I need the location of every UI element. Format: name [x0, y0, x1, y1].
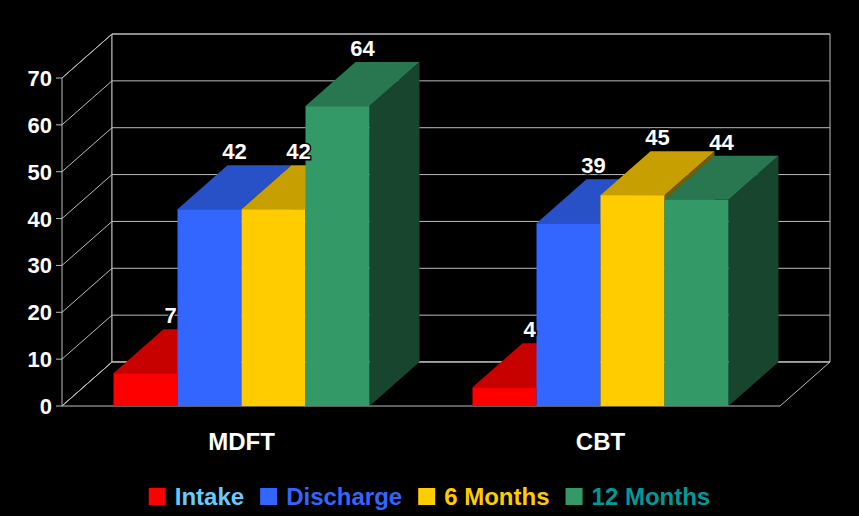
- bar-side: [729, 156, 779, 406]
- tick-label: 20: [28, 300, 52, 325]
- legend-label: Intake: [175, 483, 244, 510]
- chart-container: 0 10 20 30 40 50 60 70 7 42 42 64 4 39 45 44 MDFT CBT Inta…: [0, 0, 859, 516]
- bar-front: [473, 387, 537, 406]
- chart-svg: 0 10 20 30 40 50 60 70 7 42 42 64 4 39 45 44 MDFT CBT Inta…: [0, 0, 859, 516]
- bar-front: [306, 106, 370, 406]
- tick-label: 30: [28, 253, 52, 278]
- legend-label: Discharge: [286, 483, 402, 510]
- bar-front: [601, 195, 665, 406]
- tick-mark: [56, 78, 62, 79]
- legend-label: 12 Months: [592, 483, 711, 510]
- tick-mark: [56, 265, 62, 266]
- data-label: 45: [645, 125, 669, 150]
- data-label: 7: [164, 303, 176, 328]
- grid-line: [62, 34, 830, 78]
- tick-mark: [56, 312, 62, 313]
- tick-label: 50: [28, 160, 52, 185]
- grid-line: [62, 81, 830, 125]
- walls: [62, 34, 830, 406]
- tick-label: 70: [28, 66, 52, 91]
- bar-front: [114, 373, 178, 406]
- legend-swatch: [418, 488, 435, 505]
- legend-swatch: [566, 488, 583, 505]
- tick-mark: [56, 124, 62, 125]
- x-axis-labels: MDFT CBT: [208, 428, 625, 455]
- data-label: 4: [523, 317, 536, 342]
- bar-front: [665, 200, 729, 406]
- bars: [114, 62, 779, 406]
- category-label: CBT: [576, 428, 626, 455]
- tick-mark: [56, 359, 62, 360]
- grid: 0 10 20 30 40 50 60 70: [28, 34, 830, 419]
- bar: [665, 156, 779, 406]
- tick-mark: [56, 218, 62, 219]
- legend-swatch: [260, 488, 277, 505]
- data-label: 39: [581, 153, 605, 178]
- tick-mark: [56, 406, 62, 407]
- data-label: 44: [709, 130, 734, 155]
- bar-front: [178, 209, 242, 406]
- tick-label: 0: [40, 394, 52, 419]
- legend: Intake Discharge 6 Months 12 Months: [149, 483, 710, 510]
- legend-label: 6 Months: [444, 483, 549, 510]
- tick-label: 60: [28, 113, 52, 138]
- bar-top: [306, 62, 420, 106]
- background: [0, 0, 859, 516]
- category-label: MDFT: [208, 428, 275, 455]
- side-wall: [62, 34, 112, 406]
- data-label: 64: [350, 36, 375, 61]
- tick-label: 40: [28, 207, 52, 232]
- tick-mark: [56, 171, 62, 172]
- bar-front: [242, 209, 306, 406]
- bar-side: [370, 62, 420, 406]
- bar-front: [537, 223, 601, 406]
- data-labels: 7 42 42 64 4 39 45 44: [164, 36, 734, 342]
- tick-label: 10: [28, 347, 52, 372]
- bar-top: [665, 156, 779, 200]
- bar: [306, 62, 420, 406]
- data-label: 42: [222, 139, 246, 164]
- data-label: 42: [286, 139, 310, 164]
- legend-swatch: [149, 488, 166, 505]
